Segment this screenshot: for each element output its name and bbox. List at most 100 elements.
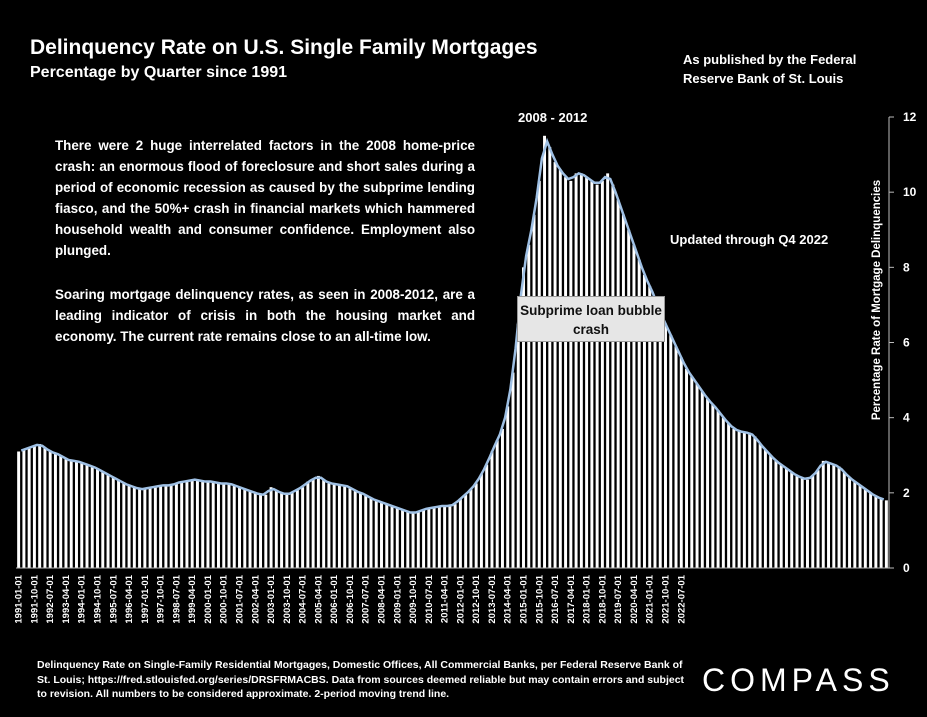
bar (869, 492, 873, 568)
bar (753, 436, 757, 568)
x-tick-label: 1991-10-01 (29, 574, 40, 623)
bar (464, 494, 468, 568)
bar (527, 244, 531, 568)
bar (653, 297, 657, 568)
bar (285, 494, 289, 568)
x-tick-label: 2009-10-01 (408, 574, 419, 623)
bar (858, 485, 862, 568)
compass-logo: COMPASS (702, 662, 895, 698)
bar (164, 485, 168, 568)
commentary-paragraph-1: There were 2 huge interrelated factors i… (55, 138, 475, 258)
bar (106, 474, 110, 568)
x-tick-label: 2000-01-01 (203, 574, 214, 623)
x-tick-label: 2003-10-01 (282, 574, 293, 623)
bar (169, 485, 173, 568)
bar (811, 475, 815, 568)
bar (43, 447, 47, 568)
bar (795, 475, 799, 568)
bar (532, 214, 536, 568)
bar (642, 274, 646, 568)
bar (490, 451, 494, 568)
bar (264, 494, 268, 568)
footer-note: Delinquency Rate on Single-Family Reside… (37, 659, 685, 700)
bar (800, 477, 804, 568)
bar (395, 507, 399, 568)
bar (311, 479, 315, 568)
chart-title: Delinquency Rate on U.S. Single Family M… (30, 36, 538, 59)
bar (143, 489, 147, 568)
bar (148, 487, 152, 568)
bar (190, 479, 194, 568)
bar (611, 184, 615, 568)
bar (742, 432, 746, 568)
bar (85, 464, 89, 568)
bar (238, 487, 241, 568)
bar (648, 286, 652, 569)
x-tick-label: 2015-01-01 (519, 574, 530, 623)
bar (348, 487, 352, 568)
bar (479, 474, 483, 568)
bar (290, 492, 294, 568)
bar (500, 428, 504, 568)
bar (585, 177, 589, 568)
bar (416, 511, 420, 569)
y-tick-label: 6 (903, 336, 910, 350)
bar (674, 346, 678, 568)
bar (621, 214, 625, 568)
x-tick-label: 2018-01-01 (582, 574, 593, 623)
x-tick-label: 2014-04-01 (503, 574, 514, 623)
bar (17, 451, 21, 568)
bar (117, 479, 121, 568)
bar (64, 459, 68, 568)
x-tick-label: 2002-04-01 (250, 574, 261, 623)
bar (564, 177, 568, 568)
bar (280, 492, 284, 568)
x-tick-label: 2010-07-01 (424, 574, 435, 623)
bar (38, 443, 42, 568)
bar (595, 184, 599, 568)
y-tick-label: 10 (903, 185, 917, 199)
x-tick-label: 2004-07-01 (298, 574, 309, 623)
x-tick-label: 1993-04-01 (61, 574, 72, 623)
bar (574, 173, 578, 569)
bar (211, 481, 215, 568)
bar (422, 509, 426, 568)
x-tick-label: 1997-01-01 (140, 574, 151, 623)
bar (837, 466, 841, 568)
bar (716, 410, 720, 568)
bar (806, 479, 809, 568)
bar (27, 447, 31, 568)
bar (301, 487, 305, 568)
x-tick-label: 2005-04-01 (313, 574, 324, 623)
bar (185, 481, 189, 568)
bar (138, 489, 142, 568)
bar (758, 443, 762, 568)
x-tick-label: 2006-01-01 (329, 574, 340, 623)
bar (879, 498, 883, 568)
x-tick-label: 2016-07-01 (550, 574, 561, 623)
bar (295, 489, 299, 568)
y-tick-label: 8 (903, 260, 910, 274)
bar (711, 404, 715, 568)
bar (201, 481, 205, 568)
bar (632, 244, 636, 568)
bar (448, 505, 452, 568)
bar (127, 485, 131, 568)
bar (159, 485, 163, 568)
bar (432, 507, 436, 568)
bar (59, 455, 63, 568)
y-tick-label: 4 (903, 411, 910, 425)
x-tick-label: 1995-07-01 (108, 574, 119, 623)
bar (863, 489, 867, 568)
bar (380, 502, 383, 568)
bar (679, 357, 683, 568)
bar (848, 477, 852, 568)
bar (664, 323, 667, 568)
x-tick-label: 2017-04-01 (566, 574, 577, 623)
bar (374, 500, 378, 568)
bar (406, 511, 410, 569)
bar (96, 468, 99, 568)
bar (206, 481, 210, 568)
bar (222, 483, 226, 568)
